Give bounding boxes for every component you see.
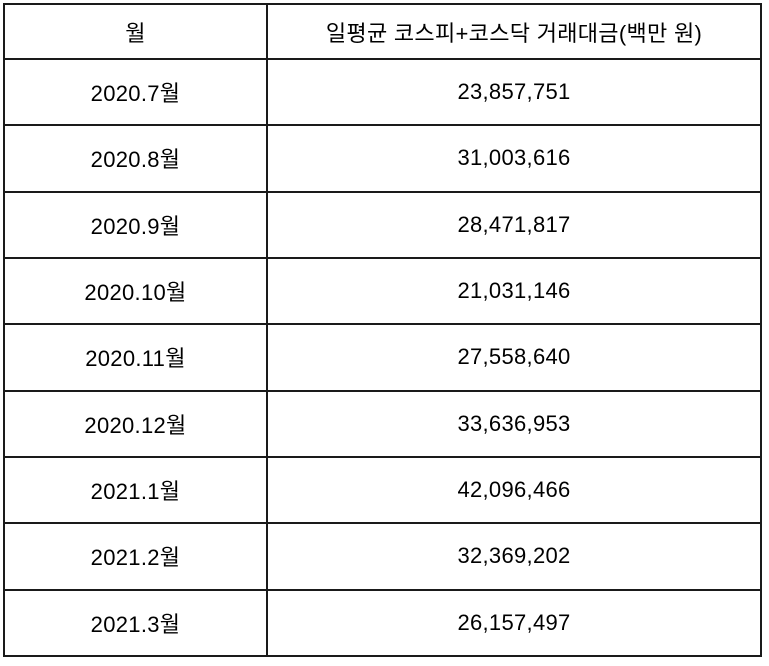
table-row: 2021.1월 42,096,466 xyxy=(3,455,762,525)
table-row: 2021.2월 32,369,202 xyxy=(3,522,762,591)
month-cell: 2020.12월 xyxy=(3,389,268,458)
table-body: 2020.7월 23,857,751 2020.8월 31,003,616 2020.9… xyxy=(3,57,762,658)
value-cell: 33,636,953 xyxy=(266,389,762,458)
month-cell: 2021.2월 xyxy=(3,522,268,591)
month-cell: 2020.7월 xyxy=(3,57,268,127)
value-cell: 32,369,202 xyxy=(266,522,762,591)
value-cell: 21,031,146 xyxy=(266,256,762,326)
table-row: 2020.7월 23,857,751 xyxy=(3,57,762,127)
table-row: 2020.8월 31,003,616 xyxy=(3,124,762,193)
value-cell: 31,003,616 xyxy=(266,124,762,193)
value-cell: 27,558,640 xyxy=(266,323,762,392)
table-row: 2021.3월 26,157,497 xyxy=(3,588,762,658)
value-cell: 23,857,751 xyxy=(266,57,762,127)
month-cell: 2020.8월 xyxy=(3,124,268,193)
value-cell: 26,157,497 xyxy=(266,588,762,658)
header-cell-month: 월 xyxy=(3,3,268,60)
table-row: 2020.11월 27,558,640 xyxy=(3,323,762,392)
value-cell: 28,471,817 xyxy=(266,190,762,259)
month-cell: 2021.1월 xyxy=(3,455,268,525)
table-row: 2020.12월 33,636,953 xyxy=(3,389,762,458)
month-cell: 2020.10월 xyxy=(3,256,268,326)
table-row: 2020.9월 28,471,817 xyxy=(3,190,762,259)
value-cell: 42,096,466 xyxy=(266,455,762,525)
header-cell-value: 일평균 코스피+코스닥 거래대금(백만 원) xyxy=(266,3,762,60)
table-header: 월 일평균 코스피+코스닥 거래대금(백만 원) xyxy=(3,3,762,60)
trading-value-table: 월 일평균 코스피+코스닥 거래대금(백만 원) 2020.7월 23,857,7… xyxy=(3,3,762,658)
month-cell: 2020.11월 xyxy=(3,323,268,392)
header-row: 월 일평균 코스피+코스닥 거래대금(백만 원) xyxy=(3,3,762,60)
table-row: 2020.10월 21,031,146 xyxy=(3,256,762,326)
month-cell: 2020.9월 xyxy=(3,190,268,259)
month-cell: 2021.3월 xyxy=(3,588,268,658)
